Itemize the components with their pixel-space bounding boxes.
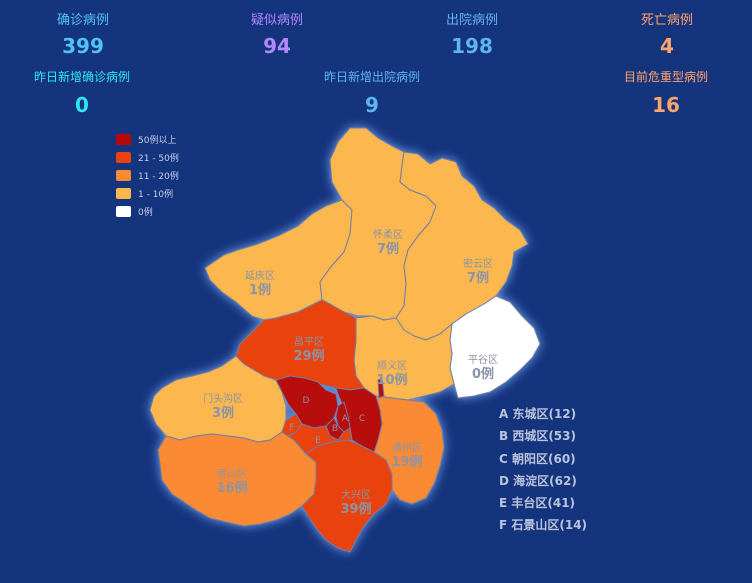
stat-value: 16 bbox=[652, 93, 680, 117]
core-district-list: A 东城区(12) B 西城区(53) C 朝阳区(60) D 海淀区(62) … bbox=[499, 403, 587, 537]
label-core-d: D bbox=[303, 396, 310, 406]
list-item: A 东城区(12) bbox=[499, 407, 577, 421]
legend-label: 11 - 20例 bbox=[138, 171, 179, 182]
label-huairou-name: 怀柔区 bbox=[373, 229, 403, 241]
stat-value: 4 bbox=[660, 34, 674, 58]
legend-label: 50例以上 bbox=[138, 135, 177, 146]
stat-new-confirmed: 昨日新增确诊病例 0 bbox=[16, 68, 148, 117]
list-item: F 石景山区(14) bbox=[499, 518, 588, 533]
legend-swatch bbox=[116, 133, 131, 145]
label-shunyi-name: 顺义区 bbox=[377, 360, 407, 372]
list-item: B 西城区(53) bbox=[499, 429, 576, 444]
label-fangshan-name: 房山区 bbox=[217, 467, 247, 480]
label-miyun-count: 7例 bbox=[467, 270, 489, 286]
label-changping-name: 昌平区 bbox=[294, 336, 324, 348]
label-tongzhou-count: 19例 bbox=[391, 454, 422, 470]
label-core-a: A bbox=[342, 414, 349, 424]
label-changping-count: 29例 bbox=[293, 348, 324, 364]
label-daxing-count: 39例 bbox=[340, 501, 371, 517]
label-pinggu-name: 平谷区 bbox=[468, 354, 498, 366]
list-item: D 海淀区(62) bbox=[499, 473, 577, 488]
label-core-e: E bbox=[315, 436, 321, 446]
stat-label: 死亡病例 bbox=[640, 13, 693, 28]
list-item: C 朝阳区(60) bbox=[499, 451, 576, 466]
legend-item[interactable]: 50例以上 bbox=[116, 130, 179, 148]
stat-label: 出院病例 bbox=[445, 13, 498, 28]
stat-value: 399 bbox=[62, 34, 104, 58]
label-pinggu-count: 0例 bbox=[472, 366, 494, 382]
label-tongzhou-name: 通州区 bbox=[392, 442, 422, 454]
stat-label: 目前危重型病例 bbox=[623, 70, 708, 84]
stat-value: 94 bbox=[263, 34, 291, 58]
label-core-b: B bbox=[332, 424, 338, 434]
legend-swatch bbox=[116, 151, 131, 163]
stat-deaths: 死亡病例 4 bbox=[602, 9, 732, 58]
label-yanqing-name: 延庆区 bbox=[245, 269, 275, 282]
stat-value: 198 bbox=[451, 34, 493, 58]
label-core-f: F bbox=[289, 423, 294, 433]
label-fangshan-count: 16例 bbox=[216, 480, 247, 496]
stat-suspected: 疑似病例 94 bbox=[212, 9, 342, 58]
legend-label: 21 - 50例 bbox=[138, 153, 179, 164]
stat-value: 9 bbox=[365, 93, 379, 117]
legend-swatch bbox=[116, 205, 131, 217]
legend-item[interactable]: 21 - 50例 bbox=[116, 148, 179, 166]
legend-label: 1 - 10例 bbox=[138, 189, 174, 200]
stat-label: 昨日新增出院病例 bbox=[323, 70, 420, 84]
label-yanqing-count: 1例 bbox=[249, 282, 271, 298]
district-fengtai[interactable] bbox=[281, 423, 353, 455]
map-legend: 50例以上 21 - 50例 11 - 20例 1 - 10例 0例 bbox=[116, 130, 179, 220]
legend-swatch bbox=[116, 169, 131, 181]
district-enclave bbox=[377, 377, 385, 399]
legend-item[interactable]: 11 - 20例 bbox=[116, 166, 179, 184]
stat-label: 疑似病例 bbox=[250, 13, 303, 28]
label-core-c: C bbox=[359, 414, 365, 424]
stat-critical: 目前危重型病例 16 bbox=[600, 68, 732, 117]
label-miyun-name: 密云区 bbox=[463, 257, 493, 270]
label-mentougou-count: 3例 bbox=[212, 405, 234, 421]
stat-label: 昨日新增确诊病例 bbox=[33, 70, 130, 84]
stat-value: 0 bbox=[75, 93, 89, 117]
legend-swatch bbox=[116, 187, 131, 199]
label-shunyi-count: 10例 bbox=[376, 372, 407, 388]
stat-discharged: 出院病例 198 bbox=[407, 9, 537, 58]
stat-confirmed: 确诊病例 399 bbox=[18, 9, 148, 58]
label-mentougou-name: 门头沟区 bbox=[203, 392, 243, 405]
stat-label: 确诊病例 bbox=[56, 13, 109, 28]
stat-new-discharged: 昨日新增出院病例 9 bbox=[306, 68, 438, 117]
legend-item[interactable]: 1 - 10例 bbox=[116, 184, 179, 202]
list-item: E 丰台区(41) bbox=[499, 496, 576, 511]
label-daxing-name: 大兴区 bbox=[341, 488, 371, 501]
district-daxing[interactable] bbox=[301, 439, 393, 553]
label-huairou-count: 7例 bbox=[377, 241, 399, 257]
legend-item[interactable]: 0例 bbox=[116, 202, 179, 220]
legend-label: 0例 bbox=[138, 207, 153, 218]
